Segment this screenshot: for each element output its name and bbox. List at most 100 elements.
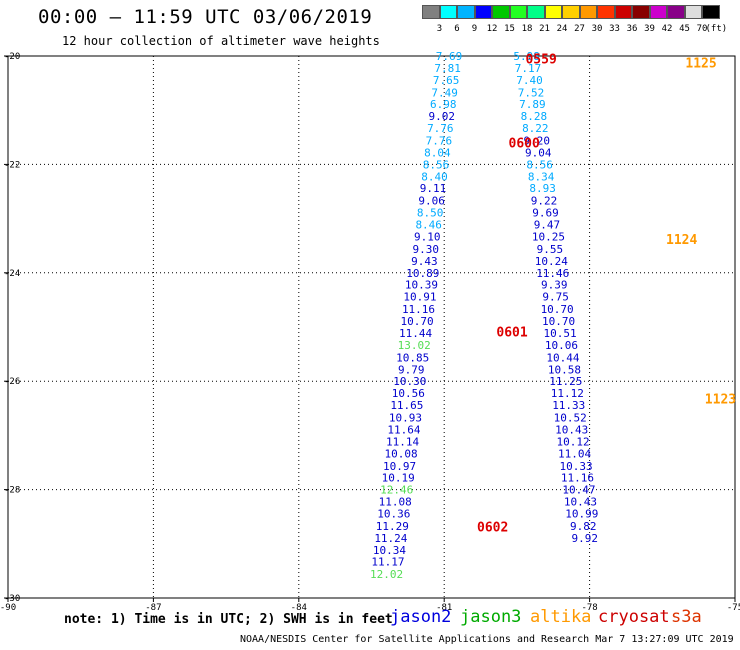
wave-height-label: 10.25 — [532, 230, 565, 243]
plot-frame — [7, 55, 736, 599]
wave-height-label: 10.58 — [548, 363, 581, 376]
y-tick-label: -26 — [4, 377, 20, 387]
colorbar-label: 39 — [644, 24, 655, 34]
time-label: 1124 — [666, 233, 697, 248]
wave-height-label: 10.52 — [554, 412, 587, 425]
wave-height-label: 8.34 — [528, 170, 555, 183]
wave-height-label: 10.43 — [564, 496, 597, 509]
wave-height-label: 10.91 — [403, 291, 436, 304]
y-tick-label: -30 — [4, 594, 20, 604]
wave-height-label: 9.75 — [542, 291, 569, 304]
footer-credit: NOAA/NESDIS Center for Satellite Applica… — [240, 634, 734, 645]
wave-height-label: 11.65 — [390, 399, 423, 412]
legend-jason2: jason2 — [390, 607, 452, 627]
time-label: 0600 — [509, 137, 540, 152]
time-label: 1125 — [685, 57, 716, 72]
legend-cryosat: cryosat — [598, 607, 670, 627]
wave-height-label: 11.16 — [561, 472, 594, 485]
wave-height-label: 10.43 — [555, 423, 588, 436]
wave-height-label: 10.30 — [393, 375, 426, 388]
x-tick-label: -87 — [145, 603, 161, 613]
wave-height-label: 11.04 — [558, 447, 591, 460]
wave-height-label: 10.34 — [373, 544, 406, 557]
wave-height-label: 12.46 — [380, 484, 413, 497]
wave-height-label: 7.76 — [426, 135, 453, 148]
y-tick-label: -20 — [4, 52, 20, 62]
wave-height-label: 9.39 — [541, 279, 568, 292]
colorbar-swatch — [649, 5, 667, 19]
y-tick-label: -22 — [4, 160, 20, 170]
wave-height-label: 11.46 — [536, 267, 569, 280]
colorbar-label: 12 — [486, 24, 498, 34]
footer-note: note: 1) Time is in UTC; 2) SWH is in fe… — [64, 612, 393, 627]
wave-height-label: 10.36 — [377, 507, 410, 520]
colorbar-unit: (ft) — [705, 24, 728, 34]
colorbar-label: 9 — [471, 24, 478, 34]
wave-height-label: 8.56 — [423, 158, 450, 171]
wave-height-label: 11.17 — [371, 556, 404, 569]
wave-height-label: 8.56 — [526, 158, 553, 171]
wave-height-label: 10.99 — [565, 507, 598, 520]
colorbar-label: 21 — [539, 24, 550, 34]
colorbar-swatch — [597, 5, 615, 19]
wave-height-label: 10.33 — [559, 460, 592, 473]
wave-height-label: 7.69 — [436, 50, 463, 63]
wave-height-label: 11.29 — [376, 520, 409, 533]
wave-height-label: 8.93 — [529, 182, 556, 195]
wave-height-label: 11.25 — [549, 375, 582, 388]
y-tick-label: -28 — [4, 486, 20, 496]
wave-height-label: 10.70 — [542, 315, 575, 328]
x-tick-label: -84 — [291, 603, 307, 613]
wave-height-label: 10.24 — [535, 255, 568, 268]
wave-height-label: 7.76 — [427, 122, 454, 135]
colorbar-swatch — [474, 5, 492, 19]
x-tick-label: -90 — [0, 603, 16, 613]
colorbar-label: 18 — [521, 24, 533, 34]
wave-height-label: 9.79 — [398, 363, 425, 376]
wave-height-label: 10.97 — [383, 460, 416, 473]
wave-height-label: 9.10 — [414, 230, 441, 243]
wave-height-label: 8.28 — [521, 110, 548, 123]
colorbar-swatch — [457, 5, 475, 19]
colorbar-swatch — [614, 5, 632, 19]
wave-height-label: 7.52 — [518, 86, 545, 99]
wave-height-label: 11.14 — [386, 435, 419, 448]
wave-height-label: 10.56 — [392, 387, 425, 400]
colorbar-swatch — [632, 5, 650, 19]
time-label: 1123 — [705, 393, 736, 408]
wave-height-label: 5.98 — [513, 50, 540, 63]
legend-altika: altika — [530, 607, 592, 627]
wave-height-label: 7.49 — [431, 86, 458, 99]
wave-height-label: 9.11 — [420, 182, 447, 195]
wave-height-label: 7.89 — [519, 98, 546, 111]
wave-height-label: 7.81 — [434, 62, 461, 75]
wave-height-label: 9.92 — [572, 532, 599, 545]
x-tick-label: -78 — [581, 603, 597, 613]
wave-height-label: 7.40 — [516, 74, 543, 87]
time-label: 0601 — [496, 325, 527, 340]
wave-height-label: 9.47 — [534, 219, 561, 232]
wave-height-label: 11.44 — [399, 327, 432, 340]
wave-height-label: 10.51 — [543, 327, 576, 340]
colorbar-label: 3 — [436, 24, 443, 34]
colorbar-label: 6 — [454, 24, 460, 34]
wave-height-label: 10.70 — [541, 303, 574, 316]
legend-s3a: s3a — [671, 607, 702, 627]
wave-height-label: 9.30 — [413, 243, 440, 256]
wave-height-label: 10.12 — [557, 435, 590, 448]
colorbar-swatch — [439, 5, 457, 19]
wave-height-label: 10.85 — [396, 351, 429, 364]
colorbar-label: 42 — [661, 24, 673, 34]
wave-height-label: 9.82 — [570, 520, 597, 533]
colorbar-swatch — [579, 5, 597, 19]
colorbar-swatch — [562, 5, 580, 19]
wave-height-label: 9.22 — [531, 195, 558, 208]
wave-height-label: 10.70 — [400, 315, 433, 328]
colorbar-label: 30 — [591, 24, 603, 34]
colorbar-swatch — [667, 5, 685, 19]
wave-height-label: 7.17 — [515, 62, 542, 75]
wave-height-label: 10.89 — [406, 267, 439, 280]
wave-height-label: 9.69 — [532, 207, 559, 220]
